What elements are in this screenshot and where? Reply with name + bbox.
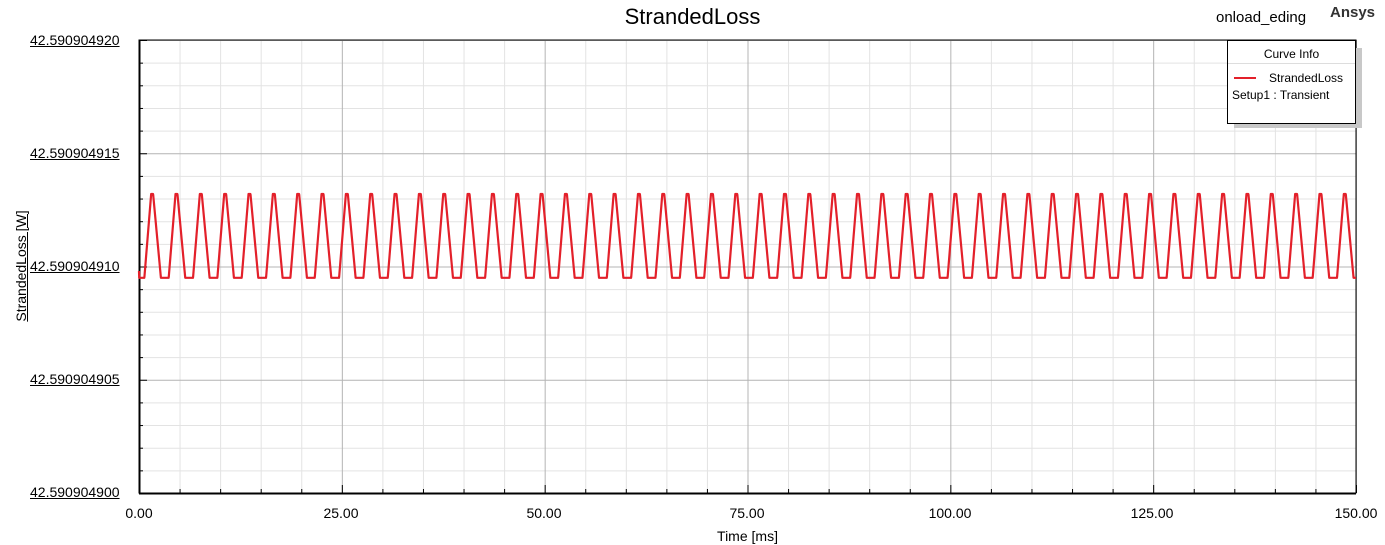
legend-title: Curve Info [1228,41,1355,64]
legend-entry-name: StrandedLoss [1269,71,1343,85]
x-tick-label: 100.00 [910,505,990,521]
y-axis-label: StrandedLoss [W] [13,210,29,321]
x-tick-label: 150.00 [1316,505,1385,521]
y-tick-label: 42.590904910 [30,258,126,274]
legend[interactable]: Curve Info StrandedLoss Setup1 : Transie… [1227,40,1356,124]
x-tick-label: 75.00 [707,505,787,521]
x-axis-label: Time [ms] [0,528,1385,544]
y-tick-label: 42.590904900 [30,484,126,500]
x-tick-label: 0.00 [99,505,179,521]
x-tick-label: 25.00 [301,505,381,521]
legend-swatch [1234,77,1256,79]
x-tick-label: 125.00 [1112,505,1192,521]
legend-entry-setup: Setup1 : Transient [1228,88,1355,102]
y-tick-label: 42.590904915 [30,145,126,161]
x-tick-label: 50.00 [504,505,584,521]
plot-area[interactable] [0,0,1385,545]
legend-entry[interactable]: StrandedLoss [1228,70,1355,88]
y-tick-label: 42.590904920 [30,32,126,48]
y-tick-label: 42.590904905 [30,371,126,387]
